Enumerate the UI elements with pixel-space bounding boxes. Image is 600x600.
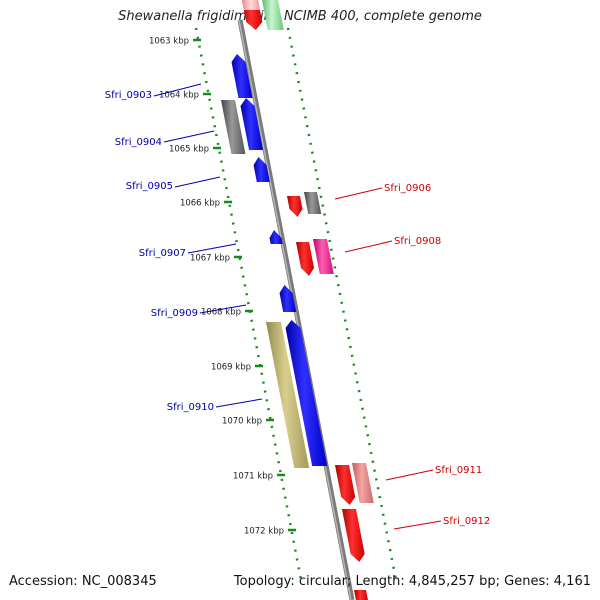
gene-sfri-0906[interactable]	[287, 196, 303, 217]
accession-text: Accession: NC_008345	[9, 574, 157, 589]
leader-line	[334, 187, 383, 200]
leader-line	[199, 304, 247, 314]
kbp-tick-label: 1066 kbp	[180, 199, 220, 209]
gene-label-left[interactable]: Sfri_0904	[115, 137, 162, 148]
kbp-axis: 1063 kbp 1064 kbp 1065 kbp 1066 kbp 1067 kbp…	[149, 37, 296, 537]
gene-sfri-0911-pink[interactable]	[352, 463, 374, 503]
gene-label-left[interactable]: Sfri_0903	[105, 90, 152, 101]
backbone-line	[237, 19, 355, 600]
kbp-tick-label: 1067 kbp	[190, 254, 230, 264]
kbp-tick-label: 1070 kbp	[222, 417, 262, 427]
gene-partial-bottom[interactable]	[354, 590, 368, 600]
kbp-tick-label: 1069 kbp	[211, 363, 251, 373]
leader-line	[163, 130, 215, 143]
kbp-tick-label: 1065 kbp	[169, 145, 209, 155]
kbp-tick-label: 1071 kbp	[233, 472, 273, 482]
gene-sfri-0908[interactable]	[296, 242, 315, 276]
kbp-tick-label: 1068 kbp	[201, 308, 241, 318]
gene-sfri-0903[interactable]	[231, 54, 253, 98]
gene-partial-top-pale[interactable]	[242, 0, 260, 10]
gene-track	[221, 0, 374, 600]
gene-label-right[interactable]: Sfri_0908	[394, 236, 441, 247]
gene-sfri-0910[interactable]	[285, 320, 328, 466]
kbp-tick-label: 1072 kbp	[244, 527, 284, 537]
gene-sfri-0910-tan[interactable]	[266, 322, 310, 468]
topology-summary: Topology: circular; Length: 4,845,257 bp…	[233, 574, 591, 589]
leader-line	[174, 176, 221, 188]
gene-sfri-0905[interactable]	[253, 157, 270, 182]
leader-line	[153, 83, 202, 97]
gene-label-right[interactable]: Sfri_0912	[443, 516, 490, 527]
gene-sfri-0909[interactable]	[279, 285, 297, 312]
gene-pseudo-0906[interactable]	[304, 192, 322, 214]
left-dotted-track	[194, 27, 303, 581]
right-dotted-track	[286, 27, 398, 581]
kbp-tick-label: 1064 kbp	[159, 91, 199, 101]
gene-partial-top-green[interactable]	[262, 0, 284, 30]
gene-labels: Sfri_0903 Sfri_0904 Sfri_0905 Sfri_0907 Sfri…	[105, 83, 490, 530]
map-title: Shewanella frigidimarina NCIMB 400, comp…	[118, 9, 482, 24]
leader-line	[215, 398, 263, 408]
gene-pseudo-0904[interactable]	[221, 100, 246, 154]
gene-label-left[interactable]: Sfri_0909	[151, 308, 198, 319]
gene-sfri-0908-magenta[interactable]	[313, 239, 334, 274]
gene-label-left[interactable]: Sfri_0905	[126, 181, 173, 192]
leader-line	[187, 243, 237, 254]
gene-sfri-0911[interactable]	[335, 465, 356, 505]
leader-line	[344, 240, 393, 253]
kbp-tick-label: 1063 kbp	[149, 37, 189, 47]
leader-line	[393, 520, 442, 530]
gene-label-right[interactable]: Sfri_0911	[435, 465, 482, 476]
gene-sfri-0904[interactable]	[240, 98, 264, 150]
gene-label-left[interactable]: Sfri_0907	[139, 248, 186, 259]
gene-label-right[interactable]: Sfri_0906	[384, 183, 431, 194]
leader-line	[385, 469, 434, 481]
gene-label-left[interactable]: Sfri_0910	[167, 402, 214, 413]
gene-sfri-0912[interactable]	[342, 509, 365, 562]
gene-sfri-0907[interactable]	[269, 230, 283, 244]
